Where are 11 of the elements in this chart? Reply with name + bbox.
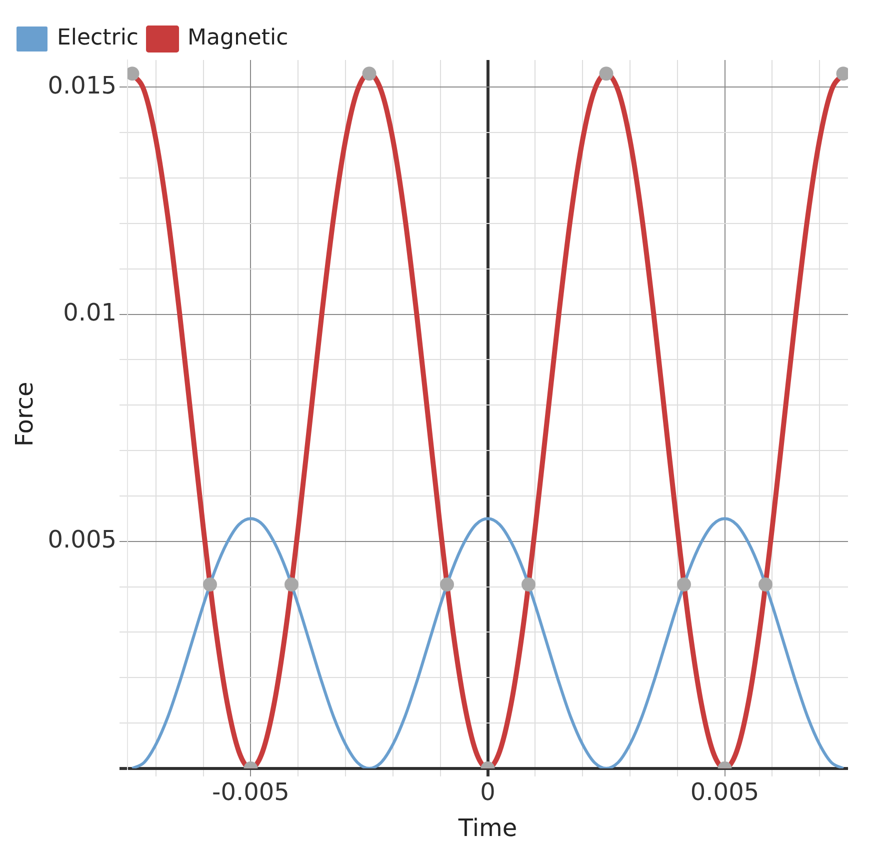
x-tick-label: 0.005 [690,778,760,806]
line-series [130,517,845,768]
x-tick-label: 0 [480,778,496,806]
x-axis-title: Time [457,814,518,842]
y-tick-label: 0.015 [48,71,117,100]
legend-label: Electric [57,26,139,51]
y-tick-label: 0.01 [63,298,117,327]
legend-label: Magnetic [188,26,288,51]
y-axis-title: Force [10,382,39,447]
x-tick-label: -0.005 [212,778,290,806]
y-tick-label: 0.005 [48,526,117,554]
